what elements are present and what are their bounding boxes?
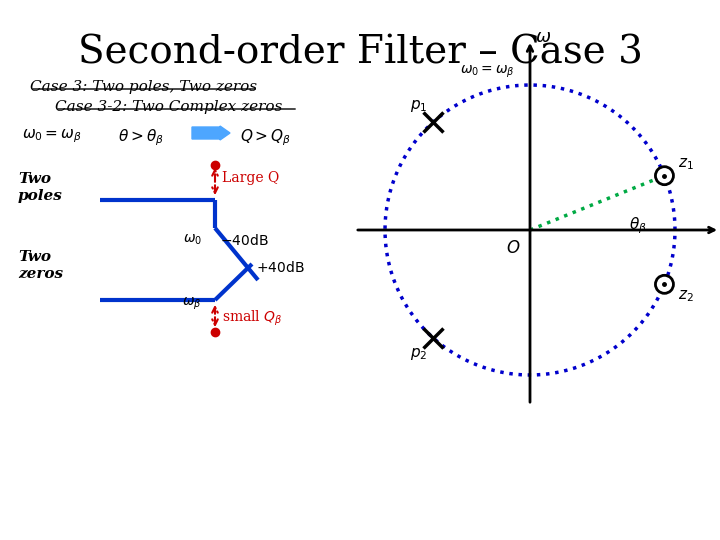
Text: $z_1$: $z_1$ bbox=[678, 156, 694, 172]
Text: $p_1$: $p_1$ bbox=[410, 98, 427, 114]
Text: $z_2$: $z_2$ bbox=[678, 288, 694, 304]
Text: Two
zeros: Two zeros bbox=[18, 250, 63, 281]
Text: Two
poles: Two poles bbox=[18, 172, 63, 203]
Text: $\omega_0 = \omega_\beta$: $\omega_0 = \omega_\beta$ bbox=[22, 127, 82, 145]
Text: $Q > Q_\beta$: $Q > Q_\beta$ bbox=[240, 127, 291, 147]
Text: $+40\mathrm{dB}$: $+40\mathrm{dB}$ bbox=[256, 260, 305, 274]
Text: small $Q_\beta$: small $Q_\beta$ bbox=[222, 308, 283, 328]
FancyArrow shape bbox=[192, 126, 230, 140]
Text: Second-order Filter – Case 3: Second-order Filter – Case 3 bbox=[78, 35, 642, 72]
Circle shape bbox=[655, 167, 673, 185]
Text: $\theta > \theta_\beta$: $\theta > \theta_\beta$ bbox=[118, 127, 164, 147]
Text: $\omega_0$: $\omega_0$ bbox=[183, 233, 202, 247]
Text: $\omega_0 = \omega_\beta$: $\omega_0 = \omega_\beta$ bbox=[460, 64, 515, 80]
Text: $\theta_\beta$: $\theta_\beta$ bbox=[629, 215, 647, 235]
Text: $\omega$: $\omega$ bbox=[535, 28, 552, 46]
Text: $p_2$: $p_2$ bbox=[410, 346, 427, 362]
Text: $\omega_\beta$: $\omega_\beta$ bbox=[182, 296, 202, 312]
Circle shape bbox=[655, 275, 673, 293]
Text: Large Q: Large Q bbox=[222, 171, 279, 185]
Text: Case 3-2: Two Complex zeros: Case 3-2: Two Complex zeros bbox=[55, 100, 282, 114]
Text: $-40\mathrm{dB}$: $-40\mathrm{dB}$ bbox=[220, 233, 269, 248]
Text: Case 3: Two poles, Two zeros: Case 3: Two poles, Two zeros bbox=[30, 80, 257, 94]
Text: $O$: $O$ bbox=[505, 240, 520, 257]
